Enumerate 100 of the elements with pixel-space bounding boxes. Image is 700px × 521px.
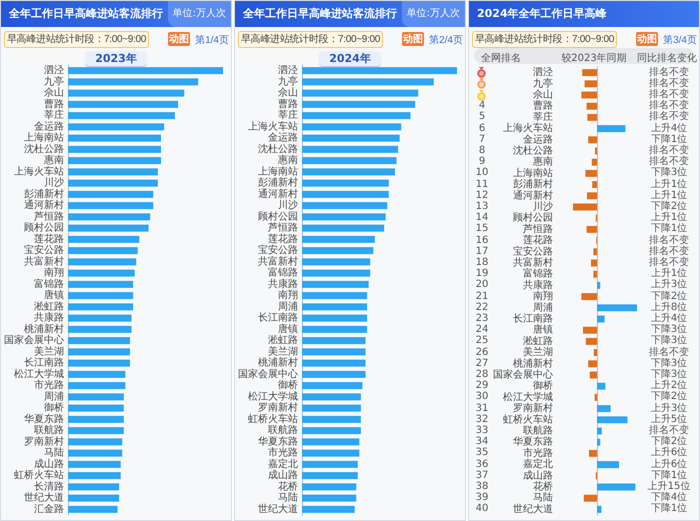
y-tick-label: 泗泾 — [44, 64, 64, 76]
y-tick-label: 长清路 — [34, 480, 64, 492]
bar — [302, 337, 366, 344]
bar — [68, 157, 161, 164]
bar — [68, 224, 149, 232]
text: 15 — [474, 223, 490, 236]
text: 17 — [474, 246, 490, 258]
y-tick-label: 罗南新村 — [24, 435, 64, 448]
text: 16 — [474, 234, 490, 246]
y-tick-label: 莘庄 — [533, 110, 553, 123]
y-tick-label: 富锦路 — [523, 268, 553, 280]
text: 排名不变 — [648, 156, 690, 168]
y-tick-label: 罗南新村 — [513, 402, 553, 414]
text: 上升3位 — [650, 279, 688, 291]
y-tick-label: 嘉定北 — [268, 458, 298, 470]
text: 排名不变 — [648, 89, 690, 100]
y-tick-label: 虹桥火车站 — [503, 413, 553, 426]
y-tick-label: 共富新村 — [258, 255, 298, 268]
bar — [573, 204, 597, 210]
y-tick-label: 松江大学城 — [503, 390, 553, 403]
text: 29 — [474, 380, 490, 392]
chart-subtitle: 2023年 — [85, 51, 147, 66]
bar — [302, 247, 374, 254]
y-tick-label: 淞虹路 — [523, 334, 553, 347]
bar — [68, 168, 158, 176]
text: 全网排名 — [481, 52, 521, 65]
bar — [302, 303, 368, 310]
y-tick-label: 惠南 — [43, 154, 64, 166]
bar — [68, 314, 132, 322]
text: 动图 — [636, 32, 658, 46]
text: 下降3位 — [650, 358, 688, 369]
bar — [68, 360, 130, 367]
y-tick-label: 通河新村 — [513, 189, 553, 202]
bar — [597, 506, 602, 513]
text: 下降3位 — [650, 324, 688, 336]
text: 下降3位 — [650, 167, 688, 178]
y-tick-label: 沈杜公路 — [258, 142, 298, 155]
y-tick-label: 桃浦新村 — [258, 356, 298, 369]
bar — [592, 181, 597, 188]
bar — [302, 348, 366, 356]
y-tick-label: 周浦 — [533, 301, 553, 314]
bar — [597, 316, 605, 322]
bar — [68, 100, 178, 108]
bar — [302, 236, 375, 243]
y-tick-label: 彭浦新村 — [258, 176, 298, 189]
y-tick-label: 罗南新村 — [258, 402, 298, 414]
bar — [302, 360, 366, 367]
y-tick-label: 联航路 — [34, 424, 64, 436]
chart-title: 全年工作日早高峰进站客流排行 — [243, 6, 397, 22]
text: 25 — [474, 335, 490, 348]
y-tick-label: 川沙 — [44, 176, 64, 189]
y-tick-label: 顾村公园 — [258, 210, 298, 222]
y-tick-label: 彭浦新村 — [513, 178, 553, 190]
bar — [68, 494, 120, 502]
bar — [302, 146, 398, 153]
y-tick-label: 松江大学城 — [248, 390, 298, 402]
bar — [302, 157, 397, 164]
text: 动图 — [402, 32, 424, 46]
bar — [68, 416, 124, 423]
text: 早高峰进站统计时段：7:00~9:00 — [472, 31, 618, 48]
text: 21 — [474, 290, 490, 302]
text: 第2/4页 — [429, 34, 463, 47]
y-tick-label: 唐镇 — [278, 322, 298, 335]
chart-title: 2024年全年工作日早高峰 — [477, 6, 607, 22]
y-tick-label: 淞虹路 — [268, 334, 298, 346]
y-tick-label: 长江南路 — [258, 312, 298, 324]
y-tick-label: 御桥 — [533, 380, 553, 392]
bar — [68, 247, 138, 254]
y-tick-label: 宝安公路 — [258, 244, 298, 256]
bar — [593, 248, 597, 256]
y-tick-label: 市光路 — [523, 446, 553, 459]
text: 13 — [474, 201, 490, 212]
text: 排名不变 — [648, 100, 690, 112]
bar — [68, 472, 121, 480]
bar — [68, 213, 150, 220]
x-axis-title: 较2023年同期 — [561, 53, 627, 64]
text: 30 — [474, 391, 490, 404]
y-tick-label: 曹路 — [278, 98, 298, 110]
bar — [302, 494, 356, 502]
y-tick-label: 惠南 — [532, 156, 553, 168]
bar — [302, 168, 395, 176]
text: 排名不变 — [648, 425, 690, 436]
bar — [68, 393, 124, 400]
y-tick-label: 佘山 — [533, 88, 553, 100]
text: 上升6位 — [650, 458, 688, 470]
y-tick-label: 御桥 — [278, 379, 298, 392]
y-tick-label: 莘庄 — [44, 109, 64, 122]
y-tick-label: 芦恒路 — [523, 222, 553, 235]
bar — [586, 338, 597, 345]
text: 下降1位 — [650, 503, 688, 516]
text: 下降3位 — [650, 369, 688, 380]
bar — [68, 404, 124, 412]
y-tick-label: 佘山 — [44, 86, 64, 99]
y-tick-label: 马陆 — [533, 492, 553, 504]
y-tick-label: 泗泾 — [533, 66, 553, 78]
bar — [597, 461, 619, 468]
bar — [68, 292, 134, 300]
bar — [68, 483, 120, 490]
bar — [302, 326, 368, 333]
bar — [589, 450, 597, 457]
